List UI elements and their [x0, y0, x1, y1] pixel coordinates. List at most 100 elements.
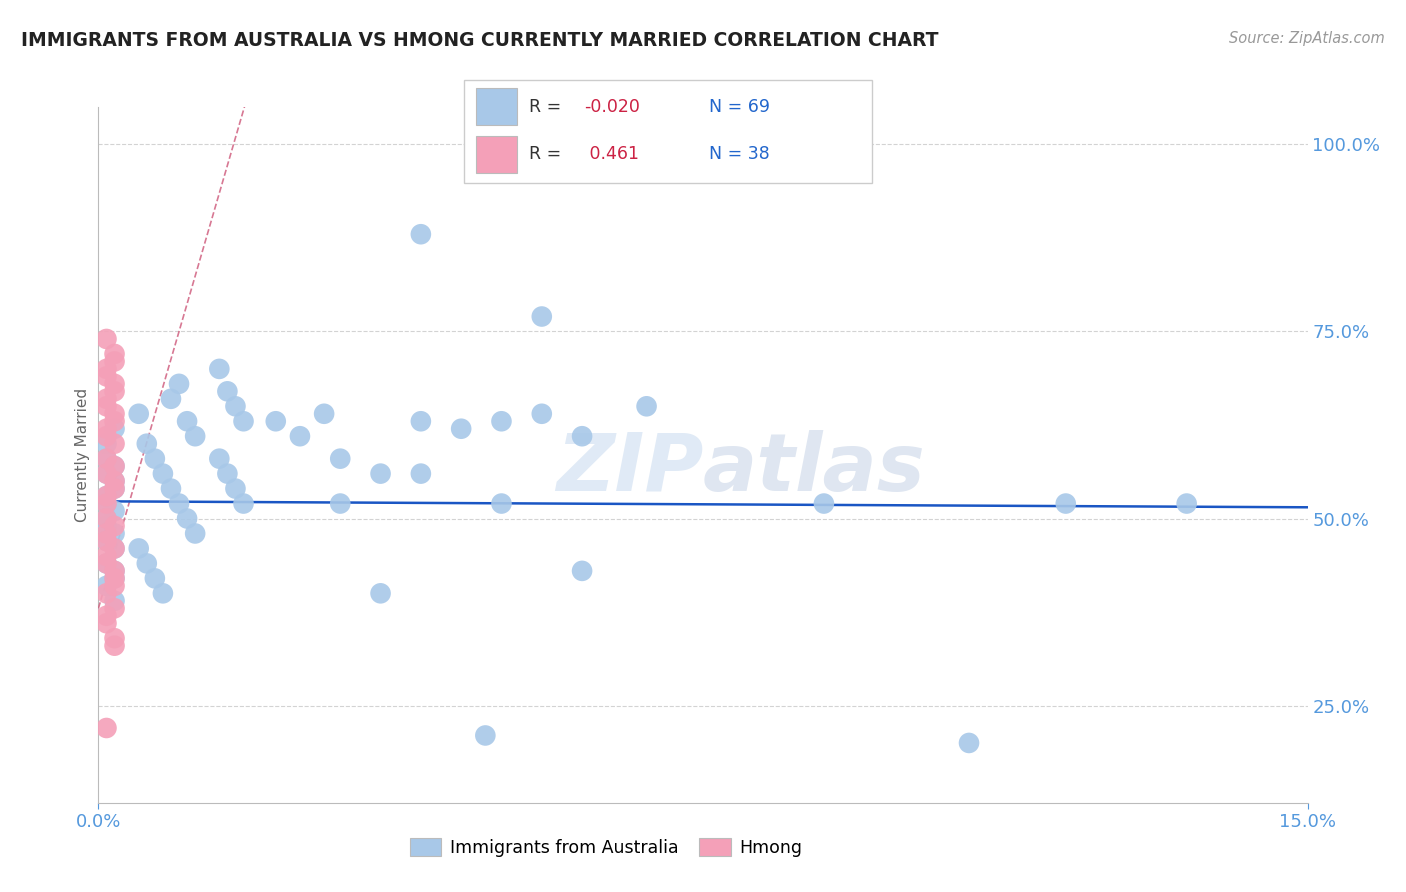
Point [103, 459, 125, 474]
Point [103, 519, 125, 533]
Text: IMMIGRANTS FROM AUSTRALIA VS HMONG CURRENTLY MARRIED CORRELATION CHART: IMMIGRANTS FROM AUSTRALIA VS HMONG CURRE… [21, 31, 939, 50]
Point [152, 467, 174, 481]
Text: N = 38: N = 38 [709, 145, 769, 163]
Point [314, 407, 336, 421]
Point [288, 429, 311, 443]
Point [103, 571, 125, 585]
Point [474, 729, 496, 743]
Point [103, 482, 125, 496]
Point [1175, 497, 1198, 511]
Point [96, 549, 118, 563]
Point [96, 511, 118, 525]
Point [96, 557, 118, 571]
Point [571, 429, 593, 443]
Point [103, 526, 125, 541]
Point [160, 482, 183, 496]
Point [184, 429, 207, 443]
Point [530, 310, 553, 324]
Point [103, 571, 125, 585]
Point [184, 526, 207, 541]
Bar [477, 88, 517, 126]
Point [103, 631, 125, 645]
Point [264, 414, 287, 428]
Point [329, 497, 352, 511]
Point [96, 497, 118, 511]
Point [96, 451, 118, 466]
Point [103, 384, 125, 399]
Point [370, 586, 392, 600]
Point [103, 474, 125, 488]
Point [103, 407, 125, 421]
Point [96, 497, 118, 511]
Point [957, 736, 980, 750]
Point [96, 399, 118, 413]
Point [96, 332, 118, 346]
Bar [477, 136, 517, 173]
Text: N = 69: N = 69 [709, 98, 769, 116]
Point [96, 429, 118, 443]
Point [128, 541, 150, 556]
Point [103, 414, 125, 428]
Point [329, 451, 352, 466]
Point [96, 519, 118, 533]
Point [167, 497, 190, 511]
Point [167, 376, 190, 391]
Text: R =: R = [529, 145, 567, 163]
Point [128, 407, 150, 421]
Point [232, 414, 254, 428]
Point [96, 533, 118, 548]
Point [813, 497, 835, 511]
Point [103, 474, 125, 488]
Point [491, 414, 513, 428]
Point [103, 504, 125, 518]
Text: ZIP: ZIP [555, 430, 703, 508]
Point [103, 639, 125, 653]
Point [232, 497, 254, 511]
Point [135, 436, 157, 450]
Point [103, 594, 125, 608]
Point [96, 489, 118, 503]
Point [96, 489, 118, 503]
Text: Source: ZipAtlas.com: Source: ZipAtlas.com [1229, 31, 1385, 46]
Point [96, 392, 118, 406]
Point [96, 511, 118, 525]
Point [103, 354, 125, 368]
Point [103, 564, 125, 578]
Point [103, 376, 125, 391]
Point [96, 467, 118, 481]
Point [208, 451, 231, 466]
Point [450, 422, 472, 436]
Point [103, 564, 125, 578]
Point [491, 497, 513, 511]
Point [1054, 497, 1077, 511]
Point [409, 227, 432, 242]
Point [96, 362, 118, 376]
Point [208, 362, 231, 376]
Point [143, 451, 166, 466]
Point [135, 557, 157, 571]
Text: 0.461: 0.461 [585, 145, 640, 163]
Point [96, 422, 118, 436]
Y-axis label: Currently Married: Currently Married [75, 388, 90, 522]
Point [103, 482, 125, 496]
Point [96, 526, 118, 541]
Text: atlas: atlas [703, 430, 925, 508]
Point [370, 467, 392, 481]
Point [571, 564, 593, 578]
Point [530, 407, 553, 421]
Point [96, 579, 118, 593]
Point [409, 467, 432, 481]
Point [96, 451, 118, 466]
Point [176, 511, 198, 525]
Point [224, 399, 246, 413]
Point [217, 384, 239, 399]
Point [103, 541, 125, 556]
Point [103, 541, 125, 556]
Point [103, 347, 125, 361]
Point [96, 586, 118, 600]
Point [224, 482, 246, 496]
Point [217, 467, 239, 481]
Point [96, 436, 118, 450]
Point [96, 608, 118, 623]
Point [160, 392, 183, 406]
